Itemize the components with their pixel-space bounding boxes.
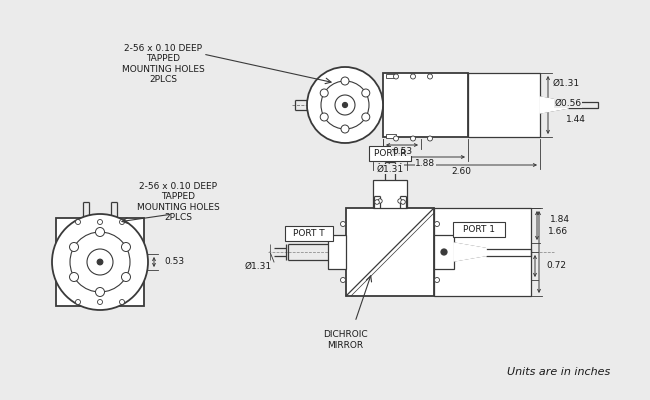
Circle shape (122, 272, 131, 282)
Text: 2-56 x 0.10 DEEP
TAPPED
MOUNTING HOLES
2PLCS: 2-56 x 0.10 DEEP TAPPED MOUNTING HOLES 2… (136, 182, 220, 222)
Text: PORT T: PORT T (293, 229, 325, 238)
Circle shape (122, 242, 131, 252)
Text: Ø1.31: Ø1.31 (552, 78, 580, 88)
Bar (434, 235, 454, 269)
Circle shape (98, 300, 103, 304)
Bar (383, 73, 468, 137)
Circle shape (321, 81, 369, 129)
Circle shape (434, 222, 439, 226)
Polygon shape (454, 243, 486, 261)
Circle shape (120, 300, 125, 304)
Circle shape (120, 220, 125, 224)
Circle shape (400, 200, 406, 204)
Circle shape (98, 220, 103, 224)
Circle shape (378, 199, 382, 203)
FancyBboxPatch shape (453, 222, 505, 237)
Circle shape (87, 249, 113, 275)
Circle shape (393, 74, 398, 79)
Text: DICHROIC
MIRROR: DICHROIC MIRROR (322, 330, 367, 350)
Circle shape (411, 136, 415, 141)
Circle shape (362, 113, 370, 121)
Text: PORT 1: PORT 1 (463, 225, 495, 234)
Text: Ø0.56: Ø0.56 (554, 98, 582, 108)
Bar (346, 208, 434, 296)
Text: Ø1.31: Ø1.31 (245, 262, 272, 270)
Circle shape (96, 228, 105, 236)
Circle shape (98, 259, 103, 265)
Text: 0.53: 0.53 (392, 146, 412, 156)
Circle shape (70, 272, 79, 282)
Circle shape (320, 113, 328, 121)
Circle shape (341, 125, 349, 133)
Text: 2-56 x 0.10 DEEP
TAPPED
MOUNTING HOLES
2PLCS: 2-56 x 0.10 DEEP TAPPED MOUNTING HOLES 2… (122, 44, 204, 84)
Bar (434, 208, 531, 296)
Text: 1.44: 1.44 (566, 114, 586, 124)
Bar (386, 134, 396, 138)
Circle shape (335, 95, 355, 115)
Text: 1.84: 1.84 (550, 216, 570, 224)
Circle shape (341, 77, 349, 85)
Circle shape (428, 74, 432, 79)
Circle shape (70, 232, 130, 292)
Circle shape (96, 288, 105, 296)
Bar (328, 235, 346, 269)
Bar (56, 218, 144, 306)
Circle shape (343, 102, 348, 108)
Circle shape (411, 74, 415, 79)
Text: 0.53: 0.53 (164, 258, 184, 266)
Bar (468, 73, 540, 137)
Bar (386, 74, 396, 78)
Text: PORT R: PORT R (374, 149, 406, 158)
Circle shape (398, 199, 402, 203)
FancyBboxPatch shape (285, 226, 333, 241)
Circle shape (307, 67, 383, 143)
Circle shape (374, 200, 380, 204)
Text: 1.66: 1.66 (548, 228, 568, 236)
Circle shape (75, 220, 81, 224)
Circle shape (434, 278, 439, 282)
Circle shape (362, 89, 370, 97)
Text: 1.88: 1.88 (415, 158, 436, 168)
Text: 0.72: 0.72 (546, 262, 566, 270)
Circle shape (341, 222, 346, 226)
Circle shape (52, 214, 148, 310)
Text: Ø1.31: Ø1.31 (376, 164, 404, 174)
Circle shape (75, 300, 81, 304)
Text: Units are in inches: Units are in inches (507, 367, 610, 377)
Circle shape (320, 89, 328, 97)
Polygon shape (540, 97, 568, 113)
Circle shape (428, 136, 432, 141)
Circle shape (441, 249, 447, 255)
FancyBboxPatch shape (369, 146, 411, 161)
Bar (373, 180, 407, 208)
Circle shape (341, 278, 346, 282)
Text: 2.60: 2.60 (452, 166, 471, 176)
Circle shape (393, 136, 398, 141)
Circle shape (70, 242, 79, 252)
